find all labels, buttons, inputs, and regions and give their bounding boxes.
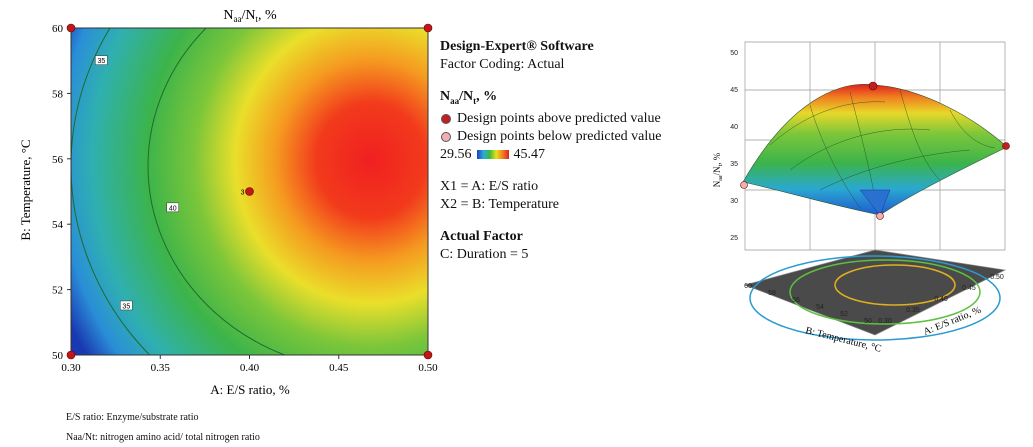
y-tick-label: 60 — [744, 283, 752, 290]
surface-tick-labels: 25 30 35 40 45 50 50 52 54 56 58 60 0.30 0.35 0.40 0.45… — [730, 50, 1004, 325]
z-tick-label: 35 — [730, 161, 738, 168]
z-tick-label: 30 — [730, 198, 738, 205]
design-point — [66, 23, 76, 33]
tick-labels: 0.30 0.35 0.40 0.45 0.50 50 52 54 56 58 60 — [52, 23, 438, 374]
design-point-left — [740, 181, 748, 189]
z-tick-label: 45 — [730, 87, 738, 94]
surface-z-label: Naa/Nt, % — [712, 152, 724, 187]
design-point — [66, 350, 76, 360]
design-points: 3 — [66, 23, 433, 360]
surface-plot: 25 30 35 40 45 50 50 52 54 56 58 60 0.30 0.35 0.40 0.45… — [712, 41, 1010, 355]
x-tick-label: 0.30 — [61, 362, 81, 374]
z-tick-label: 50 — [730, 50, 738, 57]
design-point-label: 3 — [241, 190, 245, 197]
x-tick-label: 0.50 — [990, 274, 1004, 281]
y-tick-label: 60 — [52, 23, 64, 35]
design-point-top — [868, 81, 878, 91]
surface-dip — [859, 189, 891, 216]
y-tick-label: 58 — [52, 88, 64, 100]
pink-dot-icon — [441, 131, 451, 142]
x-tick-label: 0.50 — [418, 362, 438, 374]
factor-coding: Factor Coding: Actual — [440, 57, 565, 72]
y-axis-label: B: Temperature, °C — [18, 139, 33, 240]
y-tick-label: 56 — [52, 154, 64, 166]
x-tick-label: 0.35 — [906, 307, 920, 314]
red-dot-icon — [441, 113, 451, 124]
surface-x-label: A: E/S ratio, % — [922, 305, 983, 338]
footnote-naa: Naa/Nt: nitrogen amino acid/ total nitro… — [66, 432, 260, 443]
z-tick-label: 40 — [730, 124, 738, 131]
actual-factor-title: Actual Factor — [440, 228, 523, 244]
legend-above: Design points above predicted value — [440, 110, 710, 128]
y-tick-label: 52 — [52, 285, 63, 297]
design-point-bottom — [876, 212, 884, 220]
contour-label: 35 — [120, 300, 133, 310]
legend-below: Design points below predicted value — [440, 128, 710, 146]
x-tick-label: 0.40 — [240, 362, 260, 374]
contour-surface — [71, 28, 428, 355]
y-tick-label: 50 — [864, 318, 872, 325]
x-tick-label: 0.45 — [962, 285, 976, 292]
x-tick-label: 0.30 — [878, 318, 892, 325]
x1-def: X1 = A: E/S ratio — [440, 178, 539, 194]
x2-def: X2 = B: Temperature — [440, 196, 560, 212]
response-name: Naa/Nt, % — [440, 89, 498, 106]
surface-floor — [743, 249, 1007, 336]
x-tick-label: 0.45 — [329, 362, 349, 374]
contour-plot: Naa/Nt, % 0.30 0.35 0.40 0.45 0.50 50 52 54 56 58… — [18, 8, 438, 397]
x-tick-label: 0.35 — [151, 362, 171, 374]
design-point — [423, 23, 433, 33]
svg-text:35: 35 — [122, 303, 130, 310]
design-point — [245, 187, 254, 196]
y-tick-label: 52 — [840, 311, 848, 318]
actual-factor: C: Duration = 5 — [440, 246, 529, 262]
svg-text:35: 35 — [97, 58, 105, 65]
floor-contours — [749, 255, 1001, 341]
z-tick-label: 25 — [730, 235, 738, 242]
design-point-right — [1002, 142, 1010, 150]
y-tick-label: 50 — [52, 350, 64, 362]
y-tick-label: 58 — [768, 290, 776, 297]
design-point — [423, 350, 433, 360]
y-tick-label: 54 — [52, 219, 64, 231]
contour-label: 40 — [166, 202, 179, 212]
y-tick-label: 54 — [816, 304, 824, 311]
x-tick-label: 0.40 — [934, 296, 948, 303]
x-axis-label: A: E/S ratio, % — [210, 382, 290, 397]
svg-text:40: 40 — [169, 205, 177, 212]
legend-range: 29.56 45.47 — [440, 146, 545, 162]
color-gradient-bar — [476, 150, 509, 160]
legend: Design-Expert® Software Factor Coding: A… — [440, 38, 710, 278]
software-name: Design-Expert® Software — [440, 39, 594, 54]
contour-labels: 35 40 35 — [95, 55, 179, 310]
contour-label: 35 — [95, 55, 108, 65]
y-tick-label: 56 — [792, 297, 800, 304]
contour-title: Naa/Nt, % — [223, 8, 277, 24]
footnote-es: E/S ratio: Enzyme/substrate ratio — [66, 412, 199, 423]
